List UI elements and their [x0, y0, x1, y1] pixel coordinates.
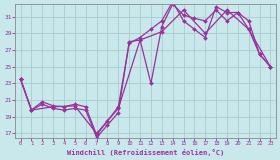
X-axis label: Windchill (Refroidissement éolien,°C): Windchill (Refroidissement éolien,°C)	[67, 149, 224, 156]
